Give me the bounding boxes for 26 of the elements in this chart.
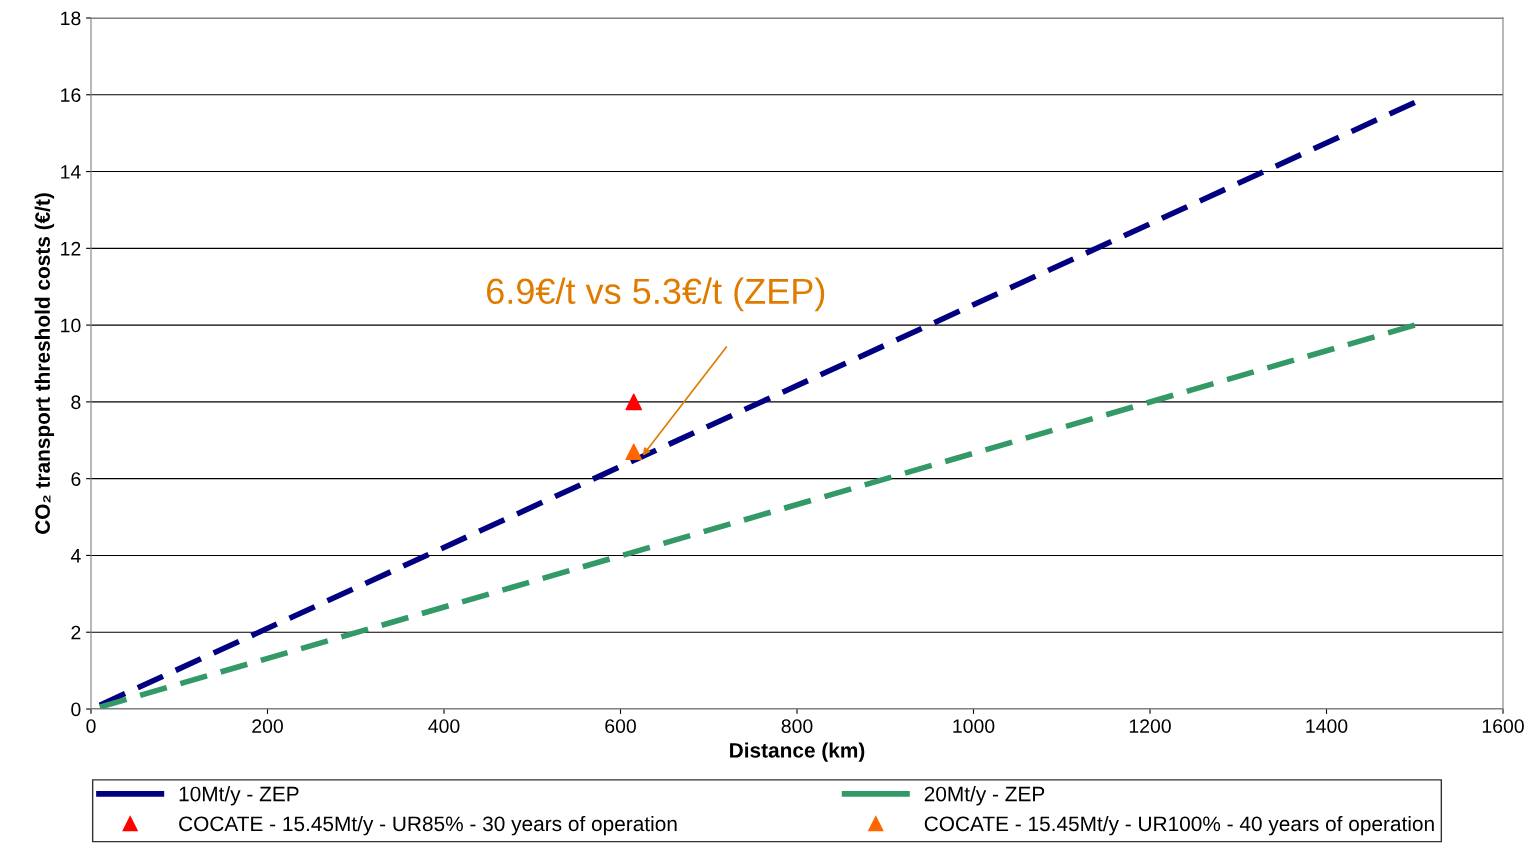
x-tick-label: 1200 [1129,719,1171,733]
x-tick-label: 600 [605,719,636,733]
x-tick-label: 800 [781,719,813,733]
x-tick-label: 1600 [1482,719,1524,733]
legend-label: 20Mt/y - ZEP [924,786,1045,806]
y-tick-label: 12 [61,241,81,256]
legend-label: COCATE - 15.45Mt/y - UR85% - 30 years of operation [179,815,677,836]
y-tick-label: 8 [71,395,81,410]
legend-label: 10Mt/y - ZEP [179,786,299,806]
y-tick-label: 2 [71,625,81,640]
x-tick-label: 1000 [953,719,995,733]
y-axis-title: CO₂ transport threshold costs (€/t) [34,193,55,534]
x-tick-label: 200 [252,719,283,733]
x-axis-title: Distance (km) [730,742,865,762]
y-tick-label: 14 [61,165,81,179]
x-tick-label: 400 [428,719,460,733]
x-tick-label: 1400 [1306,719,1348,733]
y-tick-label: 18 [61,11,81,26]
legend-label: COCATE - 15.45Mt/y - UR100% - 40 years of operation [924,815,1434,836]
x-tick-label: 0 [86,719,96,733]
y-tick-label: 6 [71,472,81,486]
y-tick-label: 0 [71,702,81,717]
y-tick-label: 16 [61,88,81,103]
y-tick-label: 10 [61,318,81,333]
annotation: 6.9€/t vs 5.3€/t (ZEP) [487,277,825,312]
y-tick-label: 4 [70,549,81,563]
